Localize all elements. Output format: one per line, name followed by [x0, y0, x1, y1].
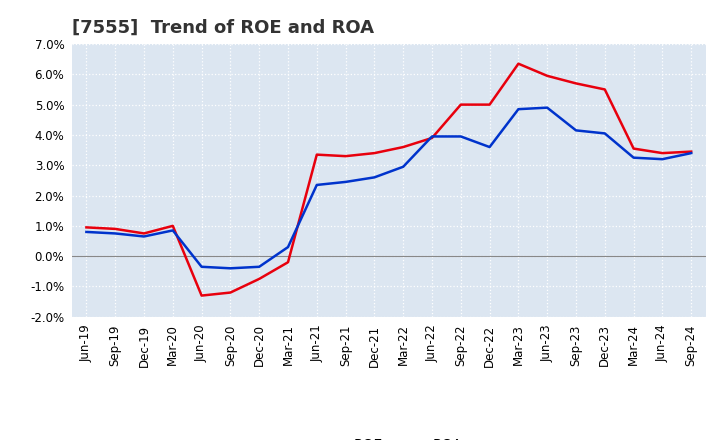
- ROA: [687, 150, 696, 156]
- ROA: [140, 234, 148, 239]
- ROE: [140, 231, 148, 236]
- ROA: [600, 131, 609, 136]
- ROA: [514, 106, 523, 112]
- Text: [7555]  Trend of ROE and ROA: [7555] Trend of ROE and ROA: [72, 19, 374, 37]
- ROE: [111, 226, 120, 231]
- ROE: [572, 81, 580, 86]
- Line: ROA: ROA: [86, 108, 691, 268]
- ROE: [82, 225, 91, 230]
- ROA: [658, 157, 667, 162]
- ROE: [514, 61, 523, 66]
- ROE: [226, 290, 235, 295]
- ROA: [543, 105, 552, 110]
- ROE: [370, 150, 379, 156]
- ROE: [168, 223, 177, 228]
- Line: ROE: ROE: [86, 64, 691, 296]
- ROA: [428, 134, 436, 139]
- ROA: [111, 231, 120, 236]
- ROA: [629, 155, 638, 160]
- ROA: [197, 264, 206, 269]
- Legend: ROE, ROA: ROE, ROA: [315, 438, 463, 440]
- ROE: [428, 136, 436, 141]
- ROA: [572, 128, 580, 133]
- ROE: [543, 73, 552, 78]
- ROE: [629, 146, 638, 151]
- ROA: [456, 134, 465, 139]
- ROA: [341, 179, 350, 184]
- ROE: [456, 102, 465, 107]
- ROE: [255, 276, 264, 282]
- ROA: [485, 144, 494, 150]
- ROA: [312, 182, 321, 187]
- ROE: [341, 154, 350, 159]
- ROE: [485, 102, 494, 107]
- ROE: [687, 149, 696, 154]
- ROE: [658, 150, 667, 156]
- ROE: [284, 260, 292, 265]
- ROA: [284, 245, 292, 250]
- ROA: [399, 164, 408, 169]
- ROA: [226, 266, 235, 271]
- ROE: [197, 293, 206, 298]
- ROE: [312, 152, 321, 157]
- ROE: [600, 87, 609, 92]
- ROA: [82, 229, 91, 235]
- ROA: [168, 228, 177, 233]
- ROE: [399, 144, 408, 150]
- ROA: [255, 264, 264, 269]
- ROA: [370, 175, 379, 180]
